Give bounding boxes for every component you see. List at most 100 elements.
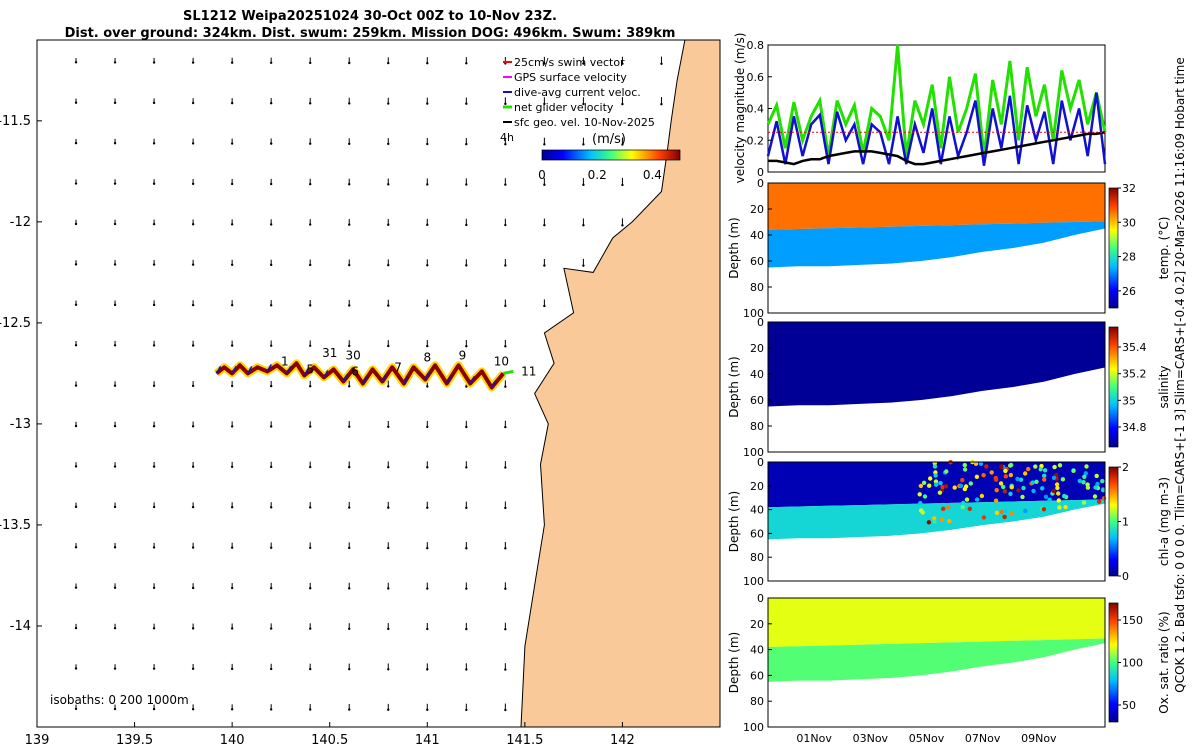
chlorophyll-color-tick-label: 2 (1122, 461, 1129, 474)
salinity-depth-tick-label: 20 (750, 342, 764, 355)
salinity-depth-tick-label: 40 (750, 368, 764, 381)
chl-sample (1057, 463, 1063, 468)
salinity-colorbar-label: salinity (1157, 365, 1171, 408)
current-arrow (465, 622, 468, 631)
oxygen-depth-tick-label: 0 (757, 592, 764, 605)
current-arrow (74, 58, 78, 64)
day-label: 8 (423, 350, 431, 364)
chl-sample (1085, 485, 1091, 490)
current-arrow (152, 381, 156, 387)
chl-sample (993, 498, 999, 503)
legend-geo: sfc geo. vel. 10-Nov-2025 (514, 116, 655, 129)
velocity-series (766, 44, 1107, 166)
chl-sample (943, 484, 949, 489)
current-arrow (269, 380, 273, 388)
chl-sample (1009, 511, 1015, 516)
day-label: 30 (345, 348, 360, 362)
current-arrow (74, 664, 78, 670)
map-y-tick-label: -12.5 (0, 316, 31, 331)
current-arrow (152, 583, 156, 590)
chl-sample (922, 494, 928, 499)
current-arrow (426, 663, 429, 671)
temperature-colorbar-label: temp. (°C) (1157, 217, 1171, 280)
current-arrow (465, 542, 468, 550)
current-arrow (387, 178, 390, 186)
chl-sample (1003, 468, 1008, 474)
current-arrow (230, 300, 234, 307)
current-arrow (348, 421, 351, 428)
chl-sample (1015, 476, 1020, 482)
current-arrow (621, 177, 624, 187)
chl-sample (1042, 473, 1047, 478)
oxygen-depth-tick-label: 100 (743, 721, 764, 734)
current-arrow (426, 97, 429, 105)
chl-sample (927, 483, 932, 488)
day-label: 10 (494, 354, 509, 368)
current-arrow (387, 218, 390, 226)
current-arrow (269, 623, 273, 630)
chl-sample (1003, 474, 1008, 479)
current-arrow (74, 502, 78, 509)
current-arrow (113, 381, 117, 387)
current-arrow (191, 461, 195, 468)
oxygen-upper-layer (768, 598, 1105, 647)
current-arrow (465, 420, 468, 429)
metadata-vertical-label: QCOK 1 2. Bad tsfo: 0 0 0 0. Tlim=CARS+[… (1173, 57, 1187, 693)
current-arrow (426, 501, 429, 509)
date-axis: 01Nov 03Nov 05Nov 07Nov 09Nov (796, 732, 1057, 745)
current-arrow (309, 502, 312, 509)
current-arrow (152, 259, 156, 266)
chl-sample (1062, 493, 1067, 499)
track-vector (342, 374, 349, 382)
current-arrow (191, 502, 195, 509)
oxygen-depth-tick-label: 20 (750, 618, 764, 631)
chlorophyll-ylabel: Depth (m) (727, 491, 741, 552)
current-arrow (309, 461, 312, 469)
legend-dive: dive-avg current veloc. (514, 86, 641, 99)
current-arrow (309, 421, 312, 428)
current-arrow (74, 583, 78, 589)
current-arrow (269, 340, 273, 347)
current-arrow (113, 502, 117, 509)
chl-sample (960, 477, 965, 483)
chlorophyll-depth-tick-label: 40 (750, 504, 764, 517)
salinity-depth-tick-label: 80 (750, 420, 764, 433)
chl-sample (1016, 488, 1021, 493)
chl-sample (1009, 485, 1014, 490)
current-arrow (465, 178, 468, 186)
current-arrow (504, 420, 507, 429)
current-arrow (230, 57, 234, 64)
salinity-ylabel: Depth (m) (727, 356, 741, 417)
chl-sample (993, 477, 999, 482)
current-arrow (348, 663, 351, 671)
chl-sample (1047, 497, 1052, 502)
current-arrow (504, 339, 507, 348)
current-arrow (152, 542, 156, 549)
chl-sample (932, 464, 938, 469)
chl-sample (989, 470, 994, 475)
current-arrow (269, 259, 273, 267)
map-y-tick-label: -12 (10, 215, 31, 230)
chl-sample (964, 497, 970, 502)
current-arrow (543, 97, 546, 106)
current-arrow (230, 704, 234, 711)
current-arrow (543, 299, 546, 308)
current-arrow (426, 582, 429, 590)
current-arrow (230, 381, 234, 388)
oxygen-lower-layer (768, 638, 1105, 682)
current-arrow (152, 704, 156, 711)
current-arrow (113, 340, 117, 347)
current-arrow (230, 340, 234, 347)
oxygen-color-tick-label: 100 (1122, 657, 1143, 670)
chl-sample (1101, 496, 1107, 501)
current-arrow (230, 219, 234, 226)
map-x-tick-label: 139.5 (116, 733, 153, 748)
current-arrow (387, 259, 390, 267)
chlorophyll-colorbar (1108, 466, 1119, 577)
oxygen-colorbar-label: Ox. sat. ratio (%) (1157, 611, 1171, 713)
current-arrow (465, 97, 468, 105)
current-arrow (504, 582, 507, 590)
chl-sample (962, 467, 968, 472)
current-arrow (387, 138, 390, 146)
current-arrow (387, 57, 390, 65)
